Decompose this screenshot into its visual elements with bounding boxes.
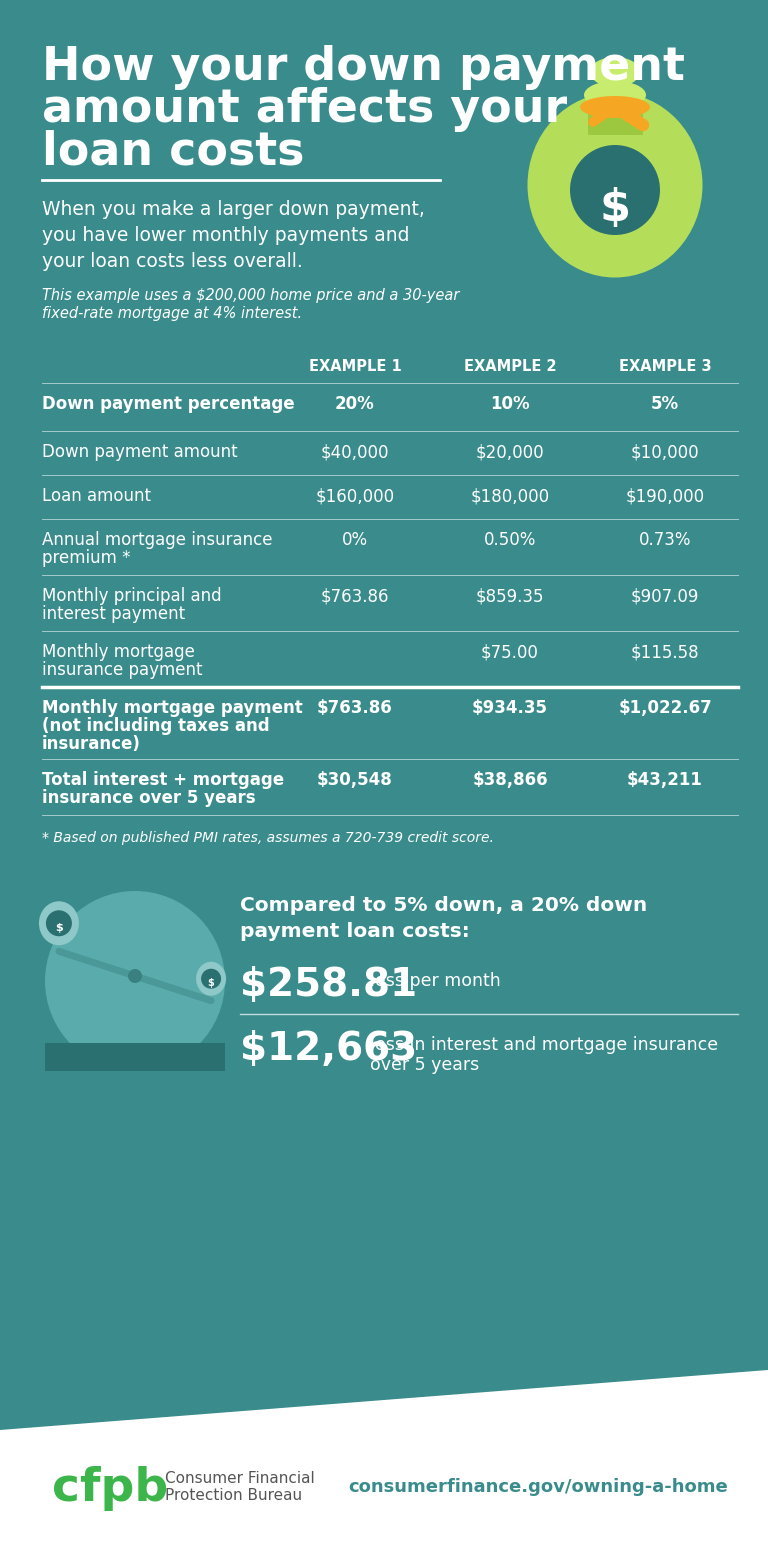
- Text: $1,022.67: $1,022.67: [618, 699, 712, 716]
- Text: insurance): insurance): [42, 735, 141, 752]
- Text: payment loan costs:: payment loan costs:: [240, 923, 470, 941]
- Text: $20,000: $20,000: [475, 443, 545, 460]
- Text: amount affects your: amount affects your: [42, 87, 567, 133]
- Text: $: $: [600, 186, 631, 229]
- Text: $763.86: $763.86: [317, 699, 393, 716]
- Text: $907.09: $907.09: [631, 587, 699, 606]
- Text: 0.73%: 0.73%: [639, 531, 691, 549]
- Text: Annual mortgage insurance: Annual mortgage insurance: [42, 531, 273, 549]
- Text: insurance over 5 years: insurance over 5 years: [42, 788, 256, 807]
- Text: interest payment: interest payment: [42, 606, 185, 623]
- Bar: [45, 1043, 225, 1071]
- Text: your loan costs less overall.: your loan costs less overall.: [42, 251, 303, 272]
- Text: Down payment amount: Down payment amount: [42, 443, 237, 460]
- Text: $115.58: $115.58: [631, 643, 700, 660]
- Text: $38,866: $38,866: [472, 771, 548, 788]
- Text: EXAMPLE 1: EXAMPLE 1: [309, 359, 402, 375]
- Text: 5%: 5%: [651, 395, 679, 414]
- Text: Consumer Financial: Consumer Financial: [165, 1470, 315, 1486]
- Bar: [588, 95, 643, 134]
- Text: $859.35: $859.35: [475, 587, 545, 606]
- Text: (not including taxes and: (not including taxes and: [42, 716, 270, 735]
- Text: loan costs: loan costs: [42, 130, 304, 173]
- Text: EXAMPLE 2: EXAMPLE 2: [464, 359, 556, 375]
- Text: EXAMPLE 3: EXAMPLE 3: [619, 359, 711, 375]
- Text: Monthly mortgage payment: Monthly mortgage payment: [42, 699, 303, 716]
- Text: Monthly mortgage: Monthly mortgage: [42, 643, 195, 660]
- Text: 0.50%: 0.50%: [484, 531, 536, 549]
- Text: insurance payment: insurance payment: [42, 660, 203, 679]
- Ellipse shape: [39, 901, 79, 946]
- Text: Loan amount: Loan amount: [42, 487, 151, 506]
- Text: over 5 years: over 5 years: [370, 1055, 479, 1074]
- Text: $75.00: $75.00: [481, 643, 539, 660]
- Ellipse shape: [580, 95, 650, 119]
- Text: Protection Bureau: Protection Bureau: [165, 1488, 302, 1503]
- Text: How your down payment: How your down payment: [42, 45, 685, 91]
- Text: $12,663: $12,663: [240, 1030, 417, 1068]
- Ellipse shape: [584, 81, 646, 109]
- Text: $: $: [207, 977, 214, 988]
- Circle shape: [128, 969, 142, 983]
- Text: 10%: 10%: [490, 395, 530, 414]
- Text: 20%: 20%: [335, 395, 375, 414]
- Text: $180,000: $180,000: [471, 487, 550, 506]
- Text: less in interest and mortgage insurance: less in interest and mortgage insurance: [370, 1037, 718, 1054]
- Text: $40,000: $40,000: [321, 443, 389, 460]
- Circle shape: [46, 910, 72, 937]
- Circle shape: [570, 145, 660, 236]
- Ellipse shape: [590, 58, 640, 87]
- Ellipse shape: [528, 92, 703, 278]
- Text: cfpb: cfpb: [52, 1466, 168, 1511]
- Text: Monthly principal and: Monthly principal and: [42, 587, 222, 606]
- Text: consumerfinance.gov/owning-a-home: consumerfinance.gov/owning-a-home: [348, 1478, 728, 1495]
- Text: This example uses a $200,000 home price and a 30-year: This example uses a $200,000 home price …: [42, 287, 459, 303]
- Text: $160,000: $160,000: [316, 487, 395, 506]
- Text: premium *: premium *: [42, 549, 131, 567]
- Text: Compared to 5% down, a 20% down: Compared to 5% down, a 20% down: [240, 896, 647, 915]
- Text: $190,000: $190,000: [625, 487, 704, 506]
- Text: fixed-rate mortgage at 4% interest.: fixed-rate mortgage at 4% interest.: [42, 306, 302, 322]
- Text: less per month: less per month: [370, 973, 501, 990]
- Text: 0%: 0%: [342, 531, 368, 549]
- Text: $258.81: $258.81: [240, 966, 417, 1004]
- Text: $43,211: $43,211: [627, 771, 703, 788]
- Text: $10,000: $10,000: [631, 443, 700, 460]
- Polygon shape: [0, 1371, 768, 1561]
- Text: $763.86: $763.86: [321, 587, 389, 606]
- Ellipse shape: [196, 962, 226, 996]
- Text: you have lower monthly payments and: you have lower monthly payments and: [42, 226, 409, 245]
- Text: $934.35: $934.35: [472, 699, 548, 716]
- Text: $: $: [55, 923, 63, 933]
- Text: When you make a larger down payment,: When you make a larger down payment,: [42, 200, 425, 219]
- Text: Total interest + mortgage: Total interest + mortgage: [42, 771, 284, 788]
- Circle shape: [201, 969, 221, 988]
- Circle shape: [45, 891, 225, 1071]
- Text: Down payment percentage: Down payment percentage: [42, 395, 295, 414]
- Text: $30,548: $30,548: [317, 771, 393, 788]
- Text: * Based on published PMI rates, assumes a 720-739 credit score.: * Based on published PMI rates, assumes …: [42, 830, 494, 845]
